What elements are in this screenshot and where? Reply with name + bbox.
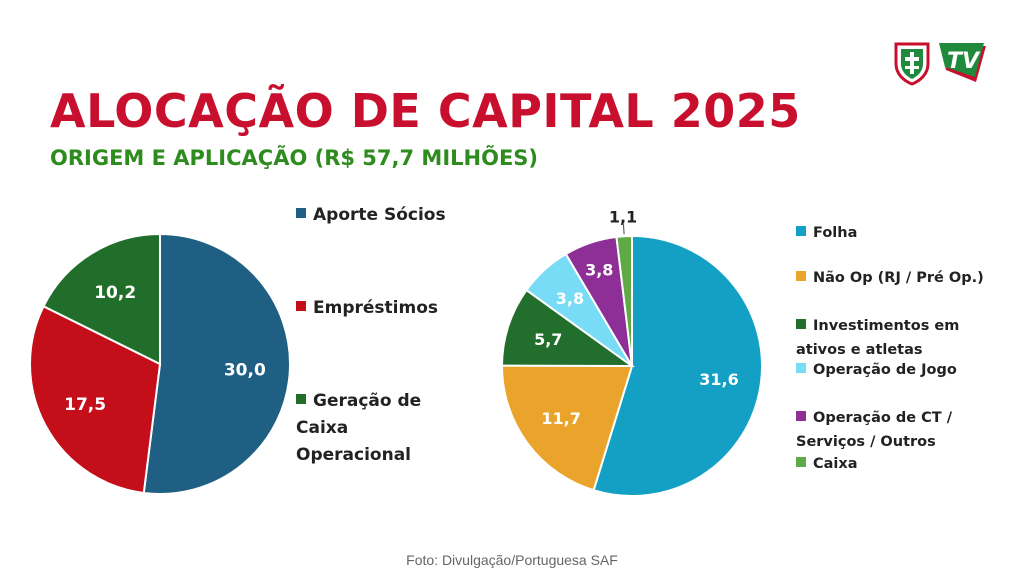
tv-logo-icon: TV	[936, 40, 990, 90]
pie-data-label: 5,7	[534, 330, 562, 349]
legend-item-folha: Folha	[796, 221, 857, 245]
legend-swatch	[796, 271, 806, 281]
portuguesa-shield-icon	[894, 42, 930, 86]
legend-item-operacao-ct: Operação de CT / Serviços / Outros	[796, 410, 953, 450]
pie-data-label: 1,1	[609, 207, 637, 226]
legend-item-geracao: Geração de Caixa Operacional	[296, 391, 422, 465]
legend-item-caixa: Caixa	[796, 452, 858, 476]
top-band	[0, 0, 1024, 36]
legend-item-emprestimos: Empréstimos	[296, 295, 438, 322]
legend-swatch	[296, 394, 306, 404]
legend-item-aporte: Aporte Sócios	[296, 202, 446, 229]
pie-data-label: 3,8	[585, 260, 613, 279]
pie-chart-applications: 31,6 11,7 5,7 3,83,8 1,1	[500, 207, 763, 497]
pie-leader-line	[623, 224, 625, 235]
legend-swatch	[296, 301, 306, 311]
legend-swatch	[796, 319, 806, 329]
tv-logo-text: TV	[947, 49, 981, 74]
legend-swatch	[296, 208, 306, 218]
pie-data-label: 10,2	[94, 283, 136, 303]
legend-item-investimentos: Investimentos em ativos e atletas	[796, 318, 960, 358]
pie-slice	[29, 304, 162, 495]
pie-data-label: 3,8	[556, 289, 584, 308]
pie-slice	[500, 364, 634, 492]
pie-slice	[42, 232, 161, 366]
page-title: ALOCAÇÃO DE CAPITAL 2025	[50, 84, 801, 138]
legend-swatch	[796, 363, 806, 373]
pie-data-label: 31,6	[699, 370, 738, 389]
legend-item-nao-op: Não Op (RJ / Pré Op.)	[796, 266, 984, 290]
legend-item-operacao-jogo: Operação de Jogo	[796, 358, 957, 382]
pie-data-label: 11,7	[541, 409, 580, 428]
legend-swatch	[796, 411, 806, 421]
pie-slice	[592, 234, 763, 497]
legend-swatch	[796, 457, 806, 467]
pie-slice	[142, 232, 291, 495]
bottom-band	[0, 546, 1024, 585]
pie-data-label: 30,0	[224, 360, 266, 380]
pie-data-label: 17,5	[64, 395, 106, 415]
pie-chart-sources: 30,0 17,5 10,2	[29, 232, 291, 495]
photo-credit: Foto: Divulgação/Portuguesa SAF	[406, 552, 618, 568]
pie-slice	[615, 234, 633, 367]
legend-swatch	[796, 226, 806, 236]
page-subtitle: ORIGEM E APLICAÇÃO (R$ 57,7 MILHÕES)	[50, 146, 539, 170]
pie-slice	[500, 288, 636, 368]
